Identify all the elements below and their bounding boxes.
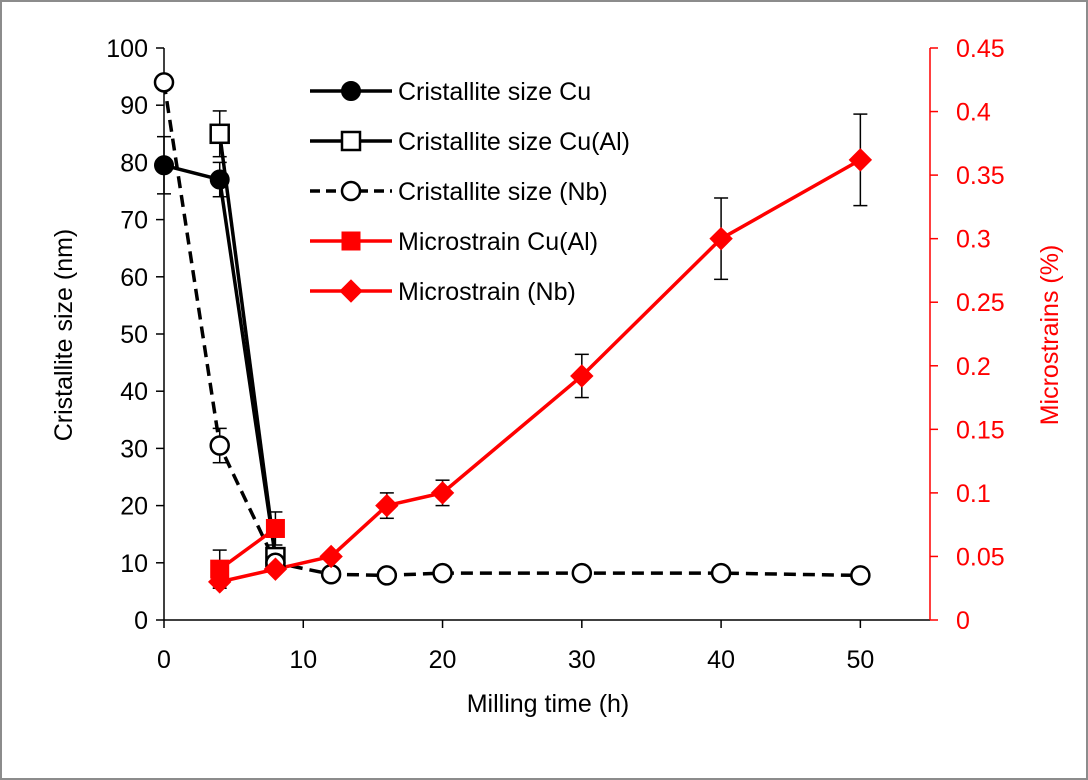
y-tick-label: 50 xyxy=(120,321,148,349)
y-tick-label: 30 xyxy=(120,435,148,463)
y2-tick-label: 0 xyxy=(956,607,970,635)
point-cristallite-size-nb xyxy=(571,562,593,584)
legend: Cristallite size Cu Cristallite size Cu(A… xyxy=(310,78,630,306)
point-microstrain-nb xyxy=(375,493,399,518)
y2-tick-label: 0.3 xyxy=(956,226,991,254)
y2-tick-label: 0.35 xyxy=(956,162,1005,190)
series-line-microstrain-nb xyxy=(219,158,862,584)
legend-label-cristallite-size-cu-al: Cristallite size Cu(Al) xyxy=(398,128,630,156)
y-tick-label: 80 xyxy=(120,149,148,177)
axes: 0 10 20 30 40 50 0 10 20 30 40 50 60 70 80 90 100 0 0.05 0.… xyxy=(106,35,1004,674)
y-tick-label: 40 xyxy=(120,378,148,406)
point-cristallite-size-cu xyxy=(154,155,174,176)
y2-tick-label: 0.4 xyxy=(956,99,991,127)
series-markers xyxy=(153,72,873,594)
y2-tick-label: 0.45 xyxy=(956,35,1005,63)
x-tick-label: 50 xyxy=(846,646,874,674)
series-line-cristallite-size-cu-al xyxy=(217,133,278,558)
y-tick-label: 100 xyxy=(106,35,148,63)
point-cristallite-size-nb xyxy=(153,72,175,93)
series-lines xyxy=(162,82,862,584)
y2-axis-label: Microstrains (%) xyxy=(1036,245,1064,426)
point-microstrain-nb xyxy=(319,544,343,569)
x-tick-label: 40 xyxy=(707,646,735,674)
x-tick-label: 20 xyxy=(429,646,457,674)
point-microstrain-nb xyxy=(208,570,232,594)
y-tick-label: 20 xyxy=(120,493,148,521)
point-cristallite-size-nb xyxy=(710,562,732,584)
y-tick-label: 60 xyxy=(120,264,148,292)
legend-label-cristallite-size-nb: Cristallite size (Nb) xyxy=(398,178,608,206)
y-tick-label: 90 xyxy=(120,92,148,120)
point-microstrain-nb xyxy=(263,557,288,581)
legend-marker-cristallite-size-nb xyxy=(340,180,362,202)
y2-tick-label: 0.2 xyxy=(956,353,991,381)
legend-marker-cristallite-size-cu xyxy=(341,81,361,101)
x-tick-label: 0 xyxy=(157,646,171,674)
point-microstrain-nb xyxy=(709,226,733,251)
x-tick-label: 30 xyxy=(568,646,596,674)
y2-tick-label: 0.05 xyxy=(956,543,1005,571)
point-cristallite-size-cu xyxy=(209,169,230,190)
y-tick-label: 70 xyxy=(120,207,148,235)
point-cristallite-size-cu-al xyxy=(209,123,230,145)
x-axis-label: Milling time (h) xyxy=(467,690,630,718)
legend-label-microstrain-cu-al: Microstrain Cu(Al) xyxy=(398,228,598,256)
y2-tick-label: 0.25 xyxy=(956,289,1005,317)
point-microstrain-nb xyxy=(430,481,455,505)
legend-marker-microstrain-cu-al xyxy=(341,231,361,251)
y-tick-label: 10 xyxy=(120,550,148,578)
y2-tick-label: 0.1 xyxy=(956,480,991,508)
series-line-cristallite-size-cu xyxy=(163,163,278,558)
point-cristallite-size-nb xyxy=(209,435,230,456)
point-cristallite-size-nb xyxy=(850,565,871,586)
legend-marker-microstrain-nb xyxy=(339,279,363,303)
point-cristallite-size-nb xyxy=(376,565,398,586)
y-tick-label: 0 xyxy=(134,607,148,635)
x-tick-label: 10 xyxy=(289,646,317,674)
y2-tick-label: 0.15 xyxy=(956,416,1005,444)
y-axis-label: Cristallite size (nm) xyxy=(50,229,78,442)
legend-label-microstrain-nb: Microstrain (Nb) xyxy=(398,278,576,306)
legend-label-cristallite-size-cu: Cristallite size Cu xyxy=(398,78,591,106)
point-microstrain-nb xyxy=(570,364,594,388)
point-microstrain-nb xyxy=(848,148,873,172)
point-cristallite-size-nb xyxy=(432,562,453,584)
point-microstrain-cu-al xyxy=(265,518,285,538)
legend-marker-cristallite-size-cu-al xyxy=(340,130,362,152)
